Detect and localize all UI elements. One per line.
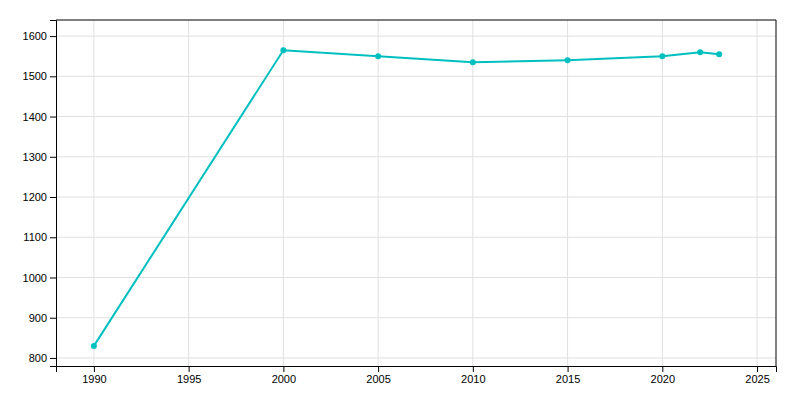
tick-label: 1000	[23, 272, 47, 284]
point	[659, 53, 665, 59]
tick-mark	[283, 366, 284, 372]
tick-label: 2020	[651, 373, 675, 385]
point	[565, 57, 571, 63]
tick-mark	[50, 157, 56, 158]
tick: 900	[29, 312, 56, 324]
axis-line	[57, 367, 777, 373]
tick-label: 1400	[23, 111, 47, 123]
grid-line	[472, 20, 473, 366]
tick-mark	[50, 117, 56, 118]
frame	[776, 20, 777, 366]
tick-label: 1600	[23, 30, 47, 42]
point	[91, 343, 97, 349]
grid-line	[283, 20, 284, 366]
grid	[56, 20, 776, 366]
tick-mark	[50, 277, 56, 278]
tick-label: 2010	[461, 373, 485, 385]
tick-label: 1995	[177, 373, 201, 385]
tick: 1200	[23, 191, 56, 203]
tick: 1300	[23, 151, 56, 163]
tick-label: 1500	[23, 70, 47, 82]
tick-mark	[189, 366, 190, 372]
tick: 1000	[23, 272, 56, 284]
grid-line	[567, 20, 568, 366]
grid-line	[757, 20, 758, 366]
grid-line	[56, 156, 776, 157]
point	[375, 53, 381, 59]
tick-label: 1300	[23, 151, 47, 163]
line	[94, 50, 719, 346]
point	[716, 51, 722, 57]
grid-line	[56, 277, 776, 278]
axis-line	[50, 21, 57, 367]
tick-label: 2000	[272, 373, 296, 385]
tick: 1990	[82, 366, 106, 385]
grid-line	[56, 36, 776, 37]
tick: 2010	[461, 366, 485, 385]
plot: 1990 1995 2000 2005 2010 2015 2020 2025 800 900 10…	[23, 20, 777, 385]
tick-label: 900	[29, 312, 47, 324]
tick-label: 2015	[556, 373, 580, 385]
tick: 2005	[366, 366, 390, 385]
tick-label: 1990	[82, 373, 106, 385]
point	[697, 49, 703, 55]
tick: 800	[29, 352, 56, 364]
tick-mark	[50, 318, 56, 319]
tick-mark	[50, 76, 56, 77]
tick: 2020	[651, 366, 675, 385]
tick: 1500	[23, 70, 56, 82]
grid-line	[56, 76, 776, 77]
tick: 1995	[177, 366, 201, 385]
grid-line	[56, 197, 776, 198]
chart: 1990 1995 2000 2005 2010 2015 2020 2025 800 900 10…	[0, 0, 800, 400]
grid-line	[56, 317, 776, 318]
tick: 1100	[23, 231, 56, 243]
tick: 2015	[556, 366, 580, 385]
tick-label: 2025	[745, 373, 769, 385]
tick-mark	[473, 366, 474, 372]
x-axis: 1990 1995 2000 2005 2010 2015 2020 2025	[57, 366, 777, 385]
tick-label: 1100	[23, 231, 47, 243]
tick-mark	[568, 366, 569, 372]
point	[470, 59, 476, 65]
tick-mark	[662, 366, 663, 372]
tick-mark	[50, 36, 56, 37]
tick-mark	[378, 366, 379, 372]
tick-mark	[94, 366, 95, 372]
tick: 2025	[745, 366, 769, 385]
grid-line	[378, 20, 379, 366]
tick: 1600	[23, 30, 56, 42]
y-axis: 800 900 1000 1100 1200 1300 1400 1500 1600	[23, 21, 57, 367]
frame	[56, 20, 776, 21]
tick: 1400	[23, 111, 56, 123]
tick-mark	[50, 237, 56, 238]
grid-line	[56, 116, 776, 117]
tick-mark	[50, 358, 56, 359]
grid-line	[662, 20, 663, 366]
grid-line	[188, 20, 189, 366]
marks	[91, 47, 722, 349]
tick-mark	[757, 366, 758, 372]
tick-mark	[50, 197, 56, 198]
tick-label: 800	[29, 352, 47, 364]
tick-label: 2005	[366, 373, 390, 385]
tick-label: 1200	[23, 191, 47, 203]
grid-line	[56, 357, 776, 358]
point	[280, 47, 286, 53]
tick: 2000	[272, 366, 296, 385]
grid-line	[93, 20, 94, 366]
